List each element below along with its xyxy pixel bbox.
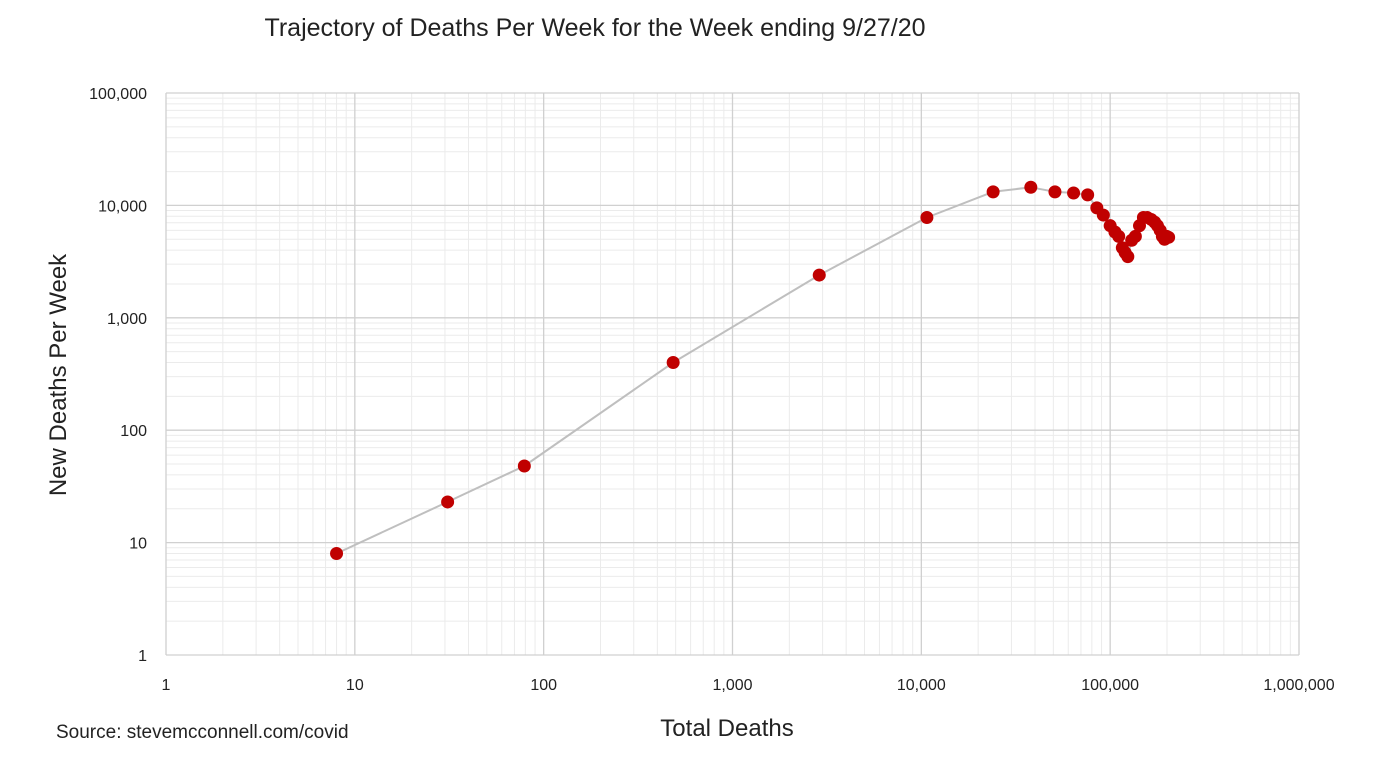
data-point — [812, 268, 826, 282]
x-axis-tick-labels: 1 10 100 1,000 10,000 100,000 1,000,000 — [162, 677, 1335, 694]
x-tick-label: 10 — [346, 677, 364, 694]
x-tick-label: 1,000,000 — [1263, 677, 1334, 694]
data-point — [1112, 229, 1126, 243]
y-tick-label: 100 — [120, 423, 147, 440]
y-axis-tick-labels: 1 10 100 1,000 10,000 100,000 — [89, 86, 147, 665]
data-point — [666, 356, 680, 370]
data-point — [1128, 229, 1142, 243]
x-tick-label: 100,000 — [1081, 677, 1139, 694]
data-point — [986, 185, 1000, 199]
series-line-group — [336, 186, 1170, 555]
data-point — [1067, 186, 1081, 200]
x-tick-label: 100 — [530, 677, 557, 694]
x-tick-label: 10,000 — [897, 677, 946, 694]
x-tick-label: 1 — [162, 677, 171, 694]
data-point — [1024, 180, 1038, 194]
data-point — [330, 546, 344, 560]
y-tick-label: 100,000 — [89, 86, 147, 103]
x-axis-title: Total Deaths — [660, 715, 793, 742]
major-gridlines — [165, 92, 1300, 656]
data-point — [1162, 230, 1176, 244]
data-point — [441, 495, 455, 509]
x-tick-label: 1,000 — [712, 677, 752, 694]
chart-title: Trajectory of Deaths Per Week for the We… — [264, 14, 926, 42]
y-tick-label: 10,000 — [98, 198, 147, 215]
data-point — [1048, 185, 1062, 199]
y-tick-label: 1,000 — [107, 311, 147, 328]
series-line — [336, 186, 1170, 555]
data-point — [1096, 208, 1110, 222]
data-points — [330, 180, 1176, 560]
data-point — [517, 459, 531, 473]
data-point — [1081, 188, 1095, 202]
y-tick-label: 10 — [129, 536, 147, 553]
y-tick-label: 1 — [138, 648, 147, 665]
source-note: Source: stevemcconnell.com/covid — [56, 722, 349, 743]
y-axis-title: New Deaths Per Week — [45, 253, 72, 496]
data-point — [920, 211, 934, 225]
data-point — [1121, 250, 1135, 264]
